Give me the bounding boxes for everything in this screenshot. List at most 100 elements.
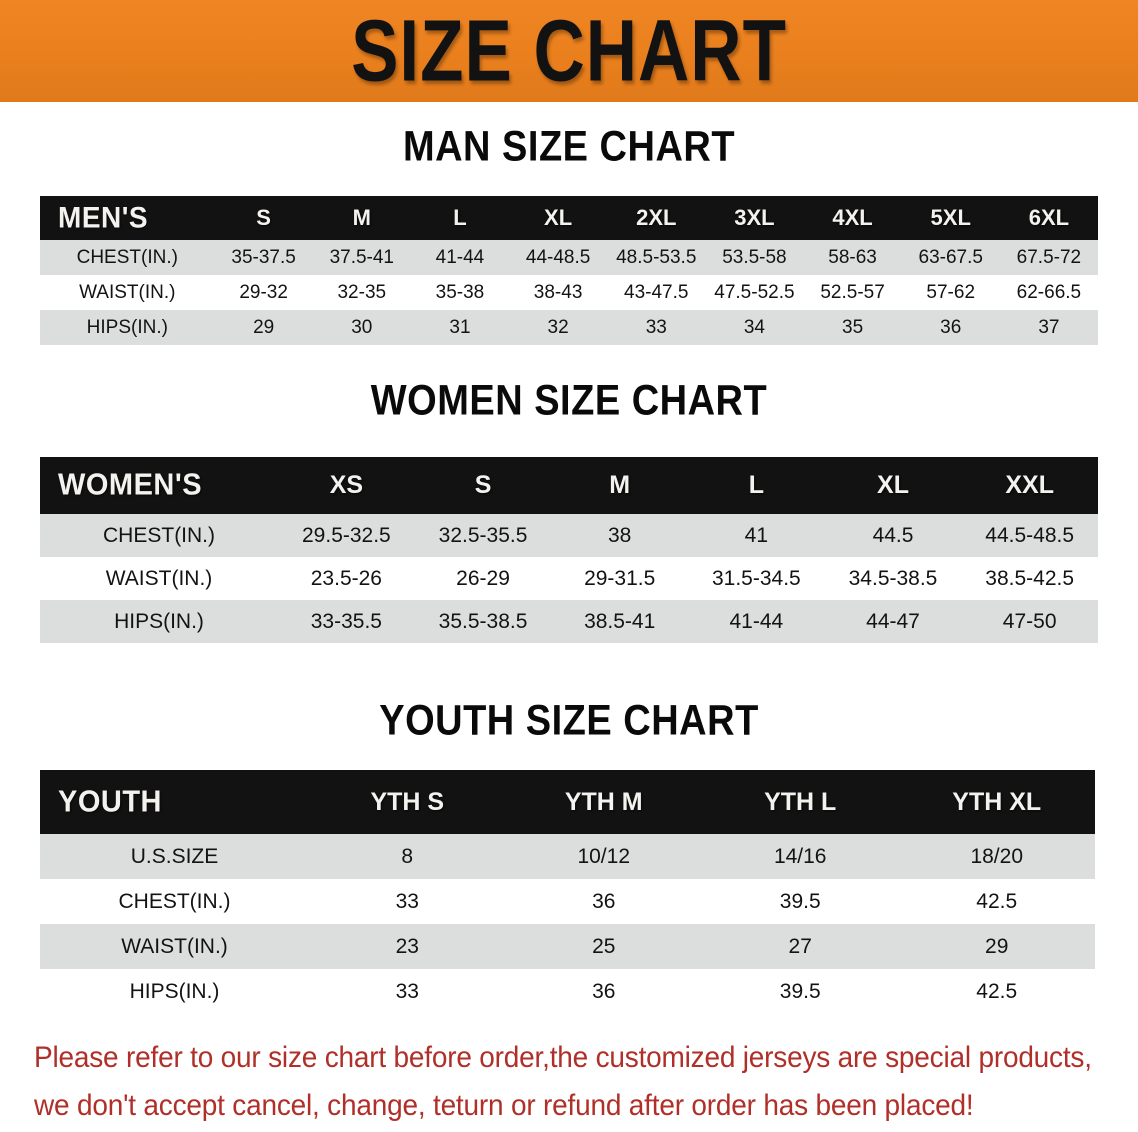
youth-cell: 29 [985,934,1009,958]
women-column-header: L [748,471,764,499]
women-cell: 35.5-38.5 [438,609,528,633]
youth-cell: 33 [395,889,419,913]
man-cell: 38-43 [533,281,583,303]
youth-cell: 10/12 [577,844,631,868]
man-cell: 30 [351,316,373,338]
women-cell: 38 [608,523,632,547]
youth-cell: 25 [592,934,616,958]
man-cell: 58-63 [828,246,877,268]
women-row-label: HIPS(IN.) [114,609,204,633]
youth-row-label: WAIST(IN.) [121,934,228,958]
women-column-header: S [474,471,492,499]
youth-size-table: YOUTH YTH S YTH M YTH L YTH XL U.S.SIZE 8 10/1… [40,770,1095,1014]
man-corner-label: MEN'S [58,201,149,234]
youth-header-row: YOUTH YTH S YTH M YTH L YTH XL [40,770,1095,834]
youth-row-label: CHEST(IN.) [118,889,231,913]
women-column-header: XL [877,471,909,499]
youth-cell: 8 [401,844,414,868]
women-row-label: CHEST(IN.) [103,523,216,547]
man-cell: 37 [1038,316,1060,338]
man-column-header: M [352,205,371,230]
man-header-row: MEN'S S M L XL 2XL 3XL 4XL 5XL 6XL [40,196,1098,240]
man-cell: 62-66.5 [1016,281,1082,303]
youth-cell: 23 [395,934,419,958]
man-table-row: WAIST(IN.) 29-32 32-35 35-38 38-43 43-47.5 47.… [40,275,1098,310]
youth-cell: 14/16 [773,844,827,868]
women-row-label: WAIST(IN.) [105,566,213,590]
youth-row-label: U.S.SIZE [130,844,219,868]
youth-cell: 39.5 [779,979,821,1003]
youth-section-title: YOUTH SIZE CHART [379,697,759,745]
man-row-label: WAIST(IN.) [79,281,176,303]
women-cell: 31.5-34.5 [711,566,801,590]
women-cell: 41-44 [729,609,784,633]
youth-table-row: CHEST(IN.) 33 36 39.5 42.5 [40,879,1095,924]
man-cell: 29 [253,316,275,338]
man-table-head: MEN'S S M L XL 2XL 3XL 4XL 5XL 6XL [40,196,1098,240]
youth-cell: 36 [592,889,616,913]
youth-row-label: HIPS(IN.) [129,979,220,1003]
women-cell: 26-29 [456,566,510,590]
women-cell: 47-50 [1002,609,1057,633]
women-cell: 33-35.5 [310,609,382,633]
man-column-header: S [256,205,271,230]
man-cell: 47.5-52.5 [714,281,795,303]
women-header-row: WOMEN'S XS S M L XL XXL [40,457,1098,514]
women-table-row: WAIST(IN.) 23.5-26 26-29 29-31.5 31.5-34.5 34… [40,557,1098,600]
man-cell: 67.5-72 [1016,246,1082,268]
youth-table-row: U.S.SIZE 8 10/12 14/16 18/20 [40,834,1095,879]
women-cell: 32.5-35.5 [438,523,528,547]
man-cell: 29-32 [239,281,288,303]
man-cell: 52.5-57 [820,281,885,303]
man-column-header: 4XL [832,205,873,230]
man-column-header: XL [544,205,573,230]
man-row-label: CHEST(IN.) [76,246,178,268]
man-column-header: 2XL [636,205,677,230]
man-cell: 37.5-41 [329,246,395,268]
women-table-row: CHEST(IN.) 29.5-32.5 32.5-35.5 38 41 44.5 44.5… [40,514,1098,557]
women-column-header: XXL [1005,471,1054,499]
man-cell: 36 [940,316,962,338]
man-column-header: 3XL [734,205,775,230]
women-column-header: M [609,471,631,499]
order-disclaimer: Please refer to our size chart before or… [34,1033,1110,1128]
women-cell: 29.5-32.5 [302,523,391,547]
youth-table-row: WAIST(IN.) 23 25 27 29 [40,924,1095,969]
women-cell: 23.5-26 [310,566,382,590]
youth-column-header: YTH S [370,787,445,816]
women-column-header: XS [329,471,364,499]
women-cell: 29-31.5 [584,566,656,590]
youth-column-header: YTH M [564,787,643,816]
page-title: SIZE CHART [351,1,787,100]
youth-cell: 42.5 [976,889,1018,913]
youth-cell: 27 [788,934,812,958]
youth-cell: 36 [592,979,616,1003]
women-cell: 44.5-48.5 [985,523,1075,547]
man-column-header: 5XL [930,205,971,230]
man-cell: 35-38 [435,281,485,303]
youth-cell: 18/20 [970,844,1024,868]
youth-column-header: YTH XL [952,787,1042,816]
man-table-row: HIPS(IN.) 29 30 31 32 33 34 35 36 37 [40,310,1098,345]
women-cell: 44.5 [872,523,914,547]
disclaimer-line-1: Please refer to our size chart before or… [34,1040,1092,1074]
man-table-body: CHEST(IN.) 35-37.5 37.5-41 41-44 44-48.5 48.5… [40,240,1098,345]
man-cell: 48.5-53.5 [616,246,697,268]
man-cell: 44-48.5 [525,246,591,268]
man-table-row: CHEST(IN.) 35-37.5 37.5-41 41-44 44-48.5 48.5… [40,240,1098,275]
women-table-body: CHEST(IN.) 29.5-32.5 32.5-35.5 38 41 44.5 44.5… [40,514,1098,643]
man-cell: 43-47.5 [624,281,689,303]
youth-cell: 42.5 [976,979,1018,1003]
disclaimer-line-2: we don't accept cancel, change, teturn o… [34,1088,974,1122]
man-cell: 41-44 [435,246,485,268]
man-section-title: MAN SIZE CHART [402,123,736,171]
man-cell: 32 [547,316,569,338]
man-column-header: L [453,205,467,230]
man-row-label: HIPS(IN.) [86,316,168,338]
man-cell: 34 [743,316,765,338]
women-size-table: WOMEN'S XS S M L XL XXL CHEST(IN.) 29.5-32.5 32.… [40,457,1098,643]
man-cell: 32-35 [337,281,387,303]
youth-table-row: HIPS(IN.) 33 36 39.5 42.5 [40,969,1095,1014]
youth-cell: 39.5 [779,889,821,913]
man-column-header: 6XL [1028,205,1070,230]
